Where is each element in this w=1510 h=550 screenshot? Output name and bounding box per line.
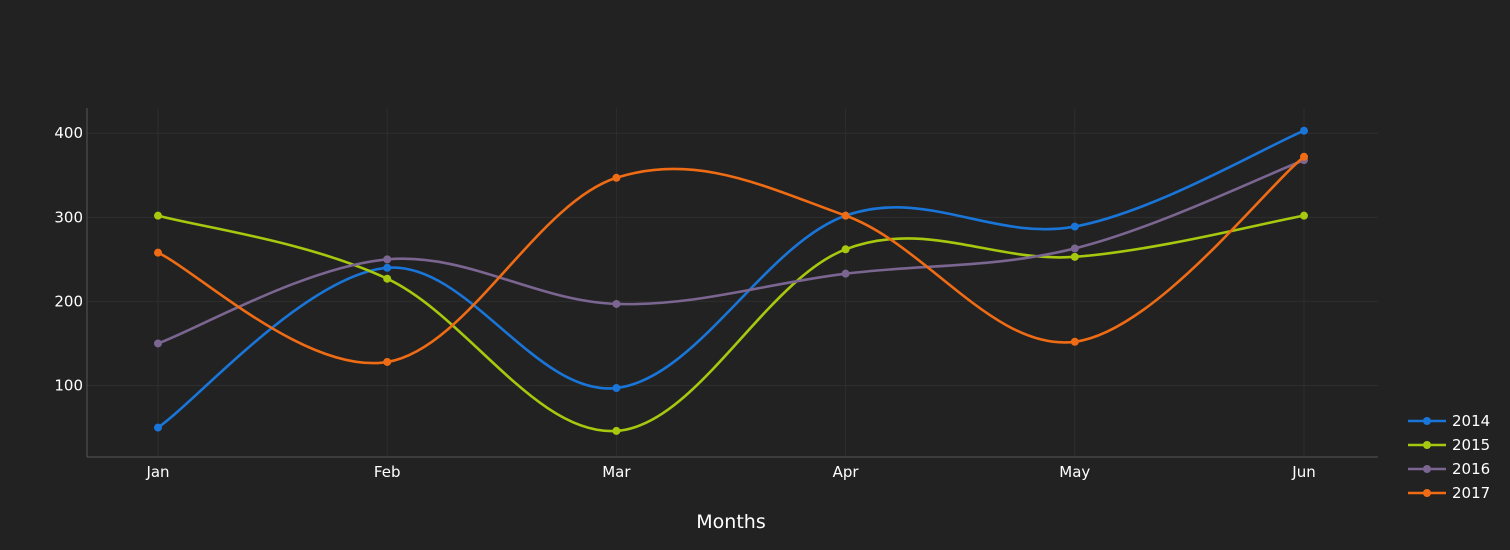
data-point-2015[interactable] bbox=[1300, 211, 1308, 220]
data-point-2016[interactable] bbox=[1070, 244, 1079, 253]
data-point-2015[interactable] bbox=[612, 426, 621, 435]
y-tick-label: 100 bbox=[54, 377, 83, 395]
data-point-2017[interactable] bbox=[1070, 337, 1079, 346]
legend-label: 2017 bbox=[1452, 484, 1490, 502]
data-point-2015[interactable] bbox=[1070, 252, 1079, 261]
data-point-2016[interactable] bbox=[154, 339, 162, 348]
x-axis-title: Months bbox=[696, 511, 765, 533]
data-point-2017[interactable] bbox=[841, 211, 850, 220]
data-point-2017[interactable] bbox=[383, 357, 392, 366]
data-point-2014[interactable] bbox=[1070, 222, 1079, 231]
data-point-2017[interactable] bbox=[154, 248, 162, 257]
series-line-2017 bbox=[157, 155, 1305, 365]
series-2014 bbox=[154, 126, 1308, 432]
legend-marker bbox=[1423, 417, 1431, 425]
x-tick-label: Apr bbox=[833, 463, 860, 481]
legend-marker bbox=[1423, 489, 1431, 497]
legend-item-2016[interactable]: 2016 bbox=[1408, 460, 1490, 478]
data-point-2014[interactable] bbox=[154, 423, 162, 432]
legend-marker bbox=[1423, 465, 1431, 473]
legend-item-2014[interactable]: 2014 bbox=[1408, 412, 1490, 430]
x-tick-label: Jan bbox=[145, 463, 169, 481]
data-point-2016[interactable] bbox=[612, 299, 621, 308]
series-2017 bbox=[154, 152, 1308, 366]
legend-item-2017[interactable]: 2017 bbox=[1408, 484, 1490, 502]
data-point-2016[interactable] bbox=[841, 269, 850, 278]
legend-item-2015[interactable]: 2015 bbox=[1408, 436, 1490, 454]
data-point-2017[interactable] bbox=[1300, 152, 1308, 161]
data-point-2014[interactable] bbox=[1300, 126, 1308, 135]
data-point-2015[interactable] bbox=[154, 211, 162, 220]
y-tick-label: 200 bbox=[54, 292, 83, 310]
legend[interactable]: 2014 2015 2016 2017 bbox=[1408, 412, 1490, 502]
series-2015 bbox=[154, 211, 1308, 435]
data-point-2014[interactable] bbox=[383, 263, 392, 272]
x-tick-label: Jun bbox=[1291, 463, 1315, 481]
series-group bbox=[154, 126, 1308, 435]
series-line-2016 bbox=[157, 158, 1305, 345]
x-tick-label: May bbox=[1059, 463, 1090, 481]
axes bbox=[86, 108, 1378, 458]
data-point-2016[interactable] bbox=[383, 255, 392, 264]
y-tick-label: 400 bbox=[54, 124, 83, 142]
series-line-2015 bbox=[157, 214, 1305, 433]
series-line-2014 bbox=[157, 129, 1305, 429]
legend-label: 2015 bbox=[1452, 436, 1490, 454]
legend-label: 2014 bbox=[1452, 412, 1490, 430]
y-tick-label: 300 bbox=[54, 208, 83, 226]
x-tick-label: Feb bbox=[374, 463, 401, 481]
data-point-2015[interactable] bbox=[841, 245, 850, 254]
data-point-2014[interactable] bbox=[612, 384, 621, 393]
x-axis-ticks: Jan Feb Mar Apr May Jun bbox=[145, 463, 1315, 481]
legend-marker bbox=[1423, 441, 1431, 449]
data-point-2017[interactable] bbox=[612, 173, 621, 182]
y-axis-ticks: 100 200 300 400 bbox=[54, 124, 83, 394]
legend-label: 2016 bbox=[1452, 460, 1490, 478]
data-point-2015[interactable] bbox=[383, 274, 392, 283]
x-tick-label: Mar bbox=[602, 463, 631, 481]
